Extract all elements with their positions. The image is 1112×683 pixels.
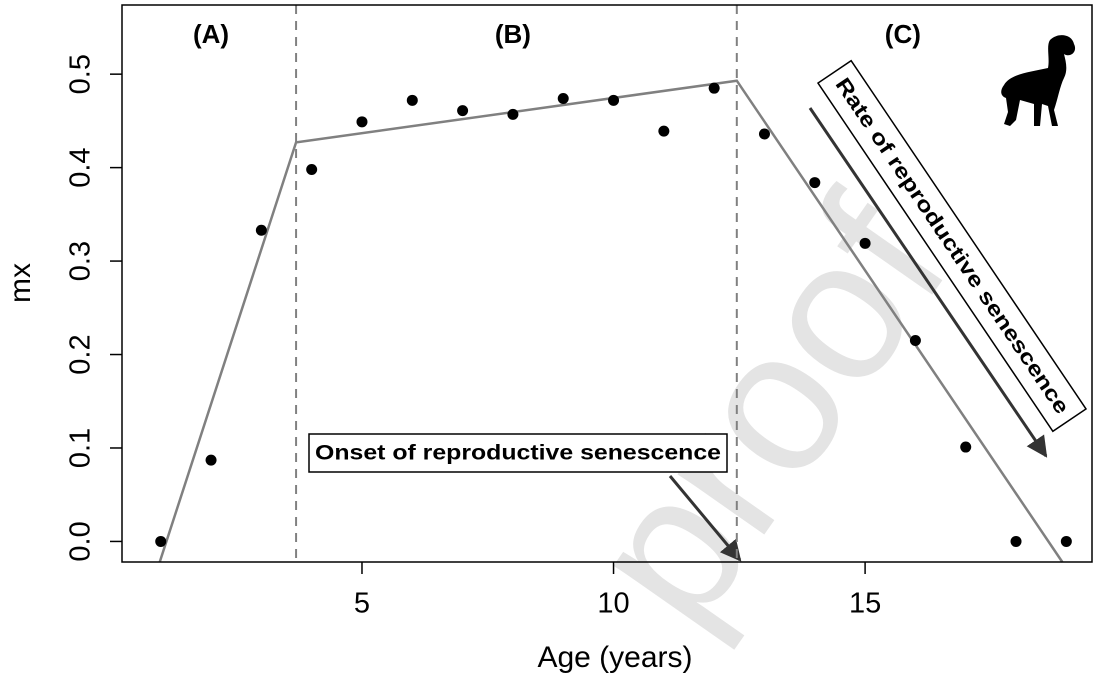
data-point: [255, 224, 267, 236]
y-tick-label: 0.5: [65, 54, 97, 94]
y-axis-label: mx: [4, 263, 37, 303]
onset-arrow: [668, 475, 742, 562]
data-point: [708, 82, 720, 94]
data-point: [909, 335, 921, 347]
phase-label: (B): [495, 19, 531, 49]
data-point: [306, 163, 318, 175]
x-axis-label: Age (years): [537, 641, 692, 674]
x-tick-label: 15: [849, 588, 881, 620]
data-point: [406, 94, 418, 106]
data-point: [507, 108, 519, 120]
x-tick-label: 5: [354, 588, 370, 620]
data-point: [960, 441, 972, 453]
onset-box: [308, 433, 728, 473]
data-point: [155, 535, 167, 547]
plot-frame: [121, 4, 1093, 563]
data-point: [809, 177, 821, 189]
y-tick-label: 0.0: [65, 521, 97, 561]
rate-arrow: [808, 107, 1048, 458]
data-point: [658, 125, 670, 137]
y-tick-label: 0.3: [65, 241, 97, 281]
y-tick-label: 0.4: [65, 147, 97, 187]
data-point: [1010, 535, 1022, 547]
data-point: [356, 116, 368, 128]
phase-label: (A): [193, 19, 229, 49]
x-tick-label: 10: [597, 588, 629, 620]
phase-label: (C): [885, 19, 921, 49]
rate-box: [816, 59, 1088, 433]
sheep-icon: [1001, 35, 1076, 126]
data-point: [758, 128, 770, 140]
data-point: [608, 94, 620, 106]
onset-annotation: Onset of reproductive senescence: [308, 433, 742, 562]
data-point: [557, 92, 569, 104]
onset-text: Onset of reproductive senescence: [315, 442, 721, 465]
data-point: [457, 105, 469, 117]
data-point: [1060, 535, 1072, 547]
data-point: [205, 454, 217, 466]
y-tick-label: 0.2: [65, 334, 97, 374]
data-point: [859, 237, 871, 249]
y-tick-label: 0.1: [65, 428, 97, 468]
